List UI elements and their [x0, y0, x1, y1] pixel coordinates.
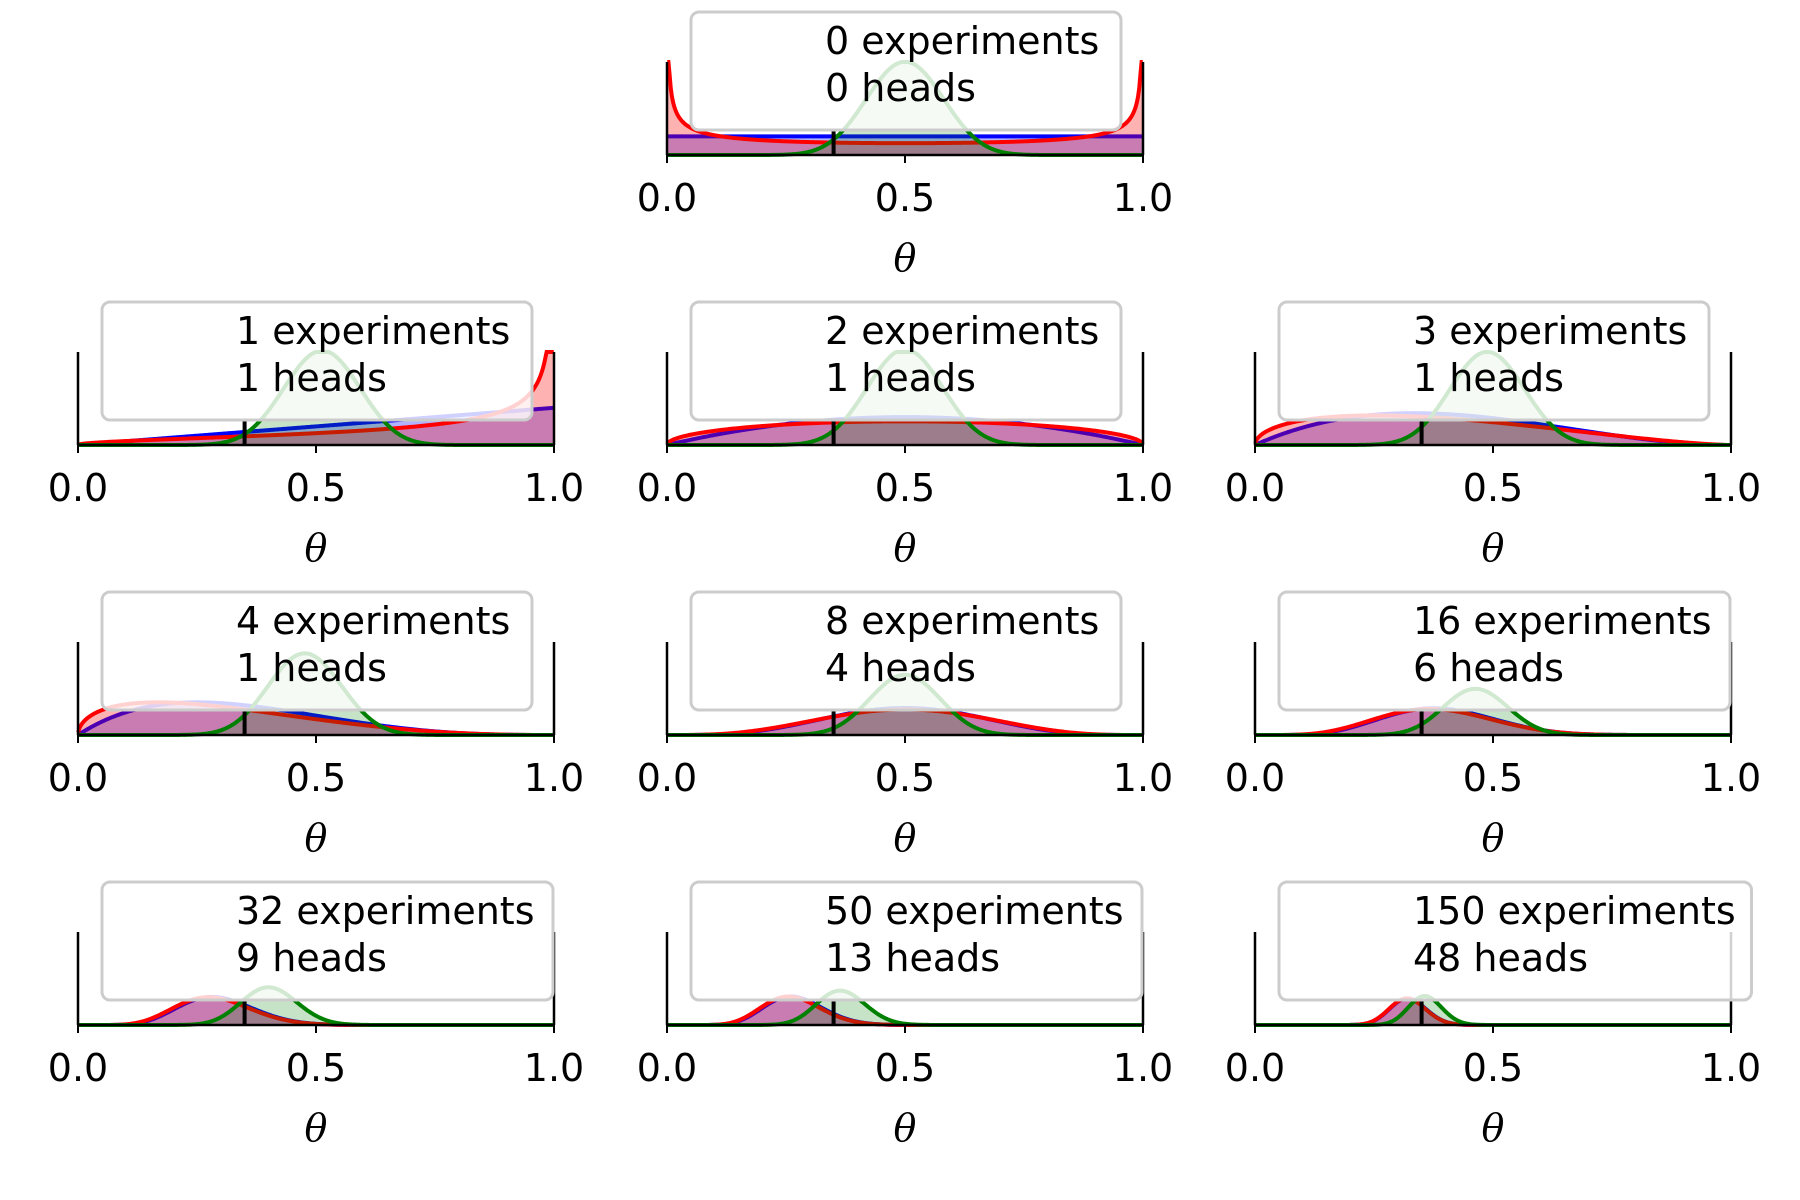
x-axis-label: θ [894, 526, 917, 570]
legend-heads-label: 1 heads [236, 356, 387, 400]
x-tick-label: 0.5 [286, 756, 346, 800]
legend-box [689, 880, 1144, 1002]
legend-experiments-label: 2 experiments [825, 309, 1099, 353]
x-tick-label: 0.5 [1463, 756, 1523, 800]
legend-box [1277, 300, 1711, 422]
posterior-fill-1 [1255, 415, 1731, 445]
posterior-fill-1 [1255, 998, 1731, 1025]
legend-heads-label: 6 heads [1413, 646, 1564, 690]
legend-heads-label: 1 heads [236, 646, 387, 690]
x-tick-label: 0.0 [637, 756, 697, 800]
legend-heads-label: 48 heads [1413, 936, 1588, 980]
x-axis-label: θ [305, 526, 328, 570]
x-axis-label: θ [1482, 526, 1505, 570]
legend-heads-label: 13 heads [825, 936, 1000, 980]
legend-box [100, 590, 534, 712]
x-tick-label: 1.0 [1113, 1046, 1173, 1090]
legend-box [100, 880, 555, 1002]
legend-heads-label: 1 heads [1413, 356, 1564, 400]
posterior-fill-1 [667, 996, 1143, 1025]
x-tick-label: 0.5 [875, 176, 935, 220]
posterior-fill-1 [78, 352, 554, 445]
posterior-fill-1 [667, 62, 1143, 155]
x-tick-label: 1.0 [1113, 176, 1173, 220]
x-axis-label: θ [305, 816, 328, 860]
legend-experiments-label: 8 experiments [825, 599, 1099, 643]
x-tick-label: 0.0 [1225, 1046, 1285, 1090]
x-tick-label: 1.0 [1701, 756, 1761, 800]
legend-experiments-label: 32 experiments [236, 889, 535, 933]
x-axis-label: θ [894, 1106, 917, 1150]
x-tick-label: 0.5 [286, 466, 346, 510]
legend-experiments-label: 1 experiments [236, 309, 510, 353]
legend-heads-label: 4 heads [825, 646, 976, 690]
x-tick-label: 0.0 [637, 466, 697, 510]
x-tick-label: 0.0 [1225, 756, 1285, 800]
posterior-line-0 [1255, 996, 1731, 1027]
legend-heads-label: 9 heads [236, 936, 387, 980]
legend-box [689, 590, 1123, 712]
legend-experiments-label: 3 experiments [1413, 309, 1687, 353]
x-tick-label: 0.0 [48, 466, 108, 510]
legend-box [689, 300, 1123, 422]
posterior-fill-0 [667, 996, 1143, 1025]
x-tick-label: 0.5 [875, 466, 935, 510]
posterior-fill-1 [78, 997, 554, 1025]
posterior-fill-1 [667, 421, 1143, 445]
x-tick-label: 1.0 [524, 756, 584, 800]
legend-experiments-label: 0 experiments [825, 19, 1099, 63]
posterior-fill-0 [78, 996, 554, 1025]
x-tick-label: 0.5 [875, 756, 935, 800]
posterior-line-1 [666, 60, 1144, 146]
x-tick-label: 0.0 [637, 1046, 697, 1090]
posterior-fill-0 [1255, 998, 1731, 1025]
x-tick-label: 0.5 [286, 1046, 346, 1090]
legend-experiments-label: 4 experiments [236, 599, 510, 643]
legend-heads-label: 0 heads [825, 66, 976, 110]
legend-box [100, 300, 534, 422]
x-tick-label: 0.5 [875, 1046, 935, 1090]
x-tick-label: 1.0 [1701, 1046, 1761, 1090]
x-tick-label: 1.0 [524, 1046, 584, 1090]
x-tick-label: 0.5 [1463, 1046, 1523, 1090]
legend-box [689, 10, 1123, 132]
legend-box [1277, 880, 1753, 1002]
posterior-line-1 [1255, 996, 1731, 1027]
x-axis-label: θ [1482, 816, 1505, 860]
posterior-fill-2 [1255, 688, 1731, 735]
posterior-fill-1 [1255, 708, 1731, 735]
legend-heads-label: 1 heads [825, 356, 976, 400]
x-tick-label: 1.0 [1701, 466, 1761, 510]
legend-experiments-label: 150 experiments [1413, 889, 1736, 933]
legend-experiments-label: 16 experiments [1413, 599, 1712, 643]
x-axis-label: θ [894, 816, 917, 860]
x-tick-label: 1.0 [1113, 466, 1173, 510]
legend-box [1277, 590, 1732, 712]
x-tick-label: 0.0 [48, 756, 108, 800]
x-axis-label: θ [1482, 1106, 1505, 1150]
x-tick-label: 0.0 [637, 176, 697, 220]
x-tick-label: 0.5 [1463, 466, 1523, 510]
x-tick-label: 1.0 [1113, 756, 1173, 800]
x-tick-label: 0.0 [1225, 466, 1285, 510]
x-axis-label: θ [305, 1106, 328, 1150]
x-tick-label: 0.0 [48, 1046, 108, 1090]
x-axis-label: θ [894, 236, 917, 280]
legend-experiments-label: 50 experiments [825, 889, 1124, 933]
posterior-fill-1 [667, 709, 1143, 735]
x-tick-label: 1.0 [524, 466, 584, 510]
